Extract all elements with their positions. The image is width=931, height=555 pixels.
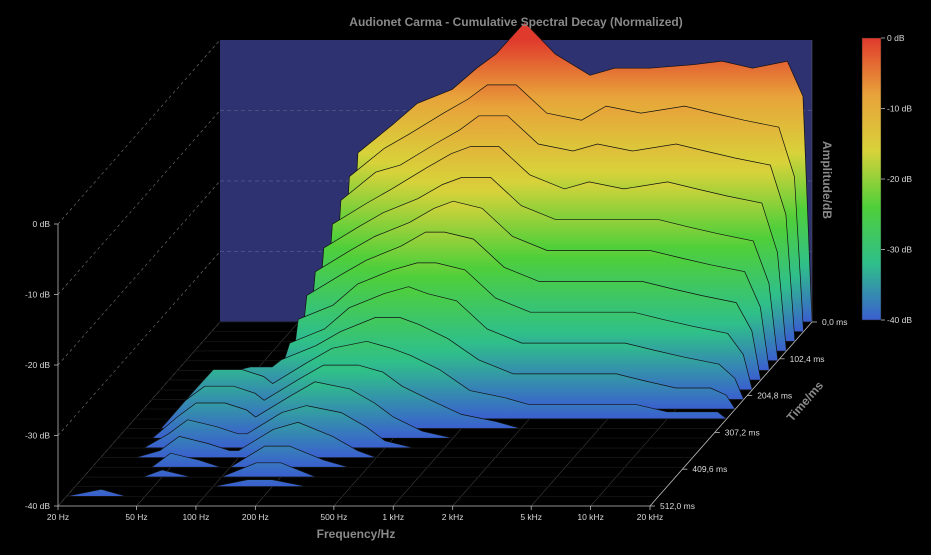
time-axis-title: Time/ms: [784, 378, 827, 424]
time-tick-label: 102,4 ms: [790, 354, 825, 364]
depth-gridline: [57, 39, 221, 225]
decay-slice: [74, 479, 668, 487]
time-tick-label: 0,0 ms: [822, 317, 848, 327]
frequency-tick-label: 200 Hz: [242, 512, 269, 522]
time-tick-label: 307,2 ms: [725, 427, 760, 437]
depth-gridline: [57, 180, 221, 366]
amplitude-tick-label: -20 dB: [25, 360, 50, 370]
frequency-tick-label: 5 kHz: [520, 512, 542, 522]
decay-slice: [100, 421, 693, 458]
time-tick-label: 409,6 ms: [692, 464, 727, 474]
time-tick-label: 204,8 ms: [757, 391, 792, 401]
amplitude-axis-title: Amplitude/dB: [820, 141, 834, 219]
depth-gridline: [57, 251, 221, 436]
frequency-tick-label: 1 kHz: [382, 512, 404, 522]
floor-depthline: [57, 321, 221, 507]
time-tick-label: 512,0 ms: [660, 501, 695, 511]
amplitude-tick-label: -10 dB: [25, 290, 50, 300]
frequency-axis-title: Frequency/Hz: [317, 527, 396, 541]
frequency-tick-label: 100 Hz: [182, 512, 209, 522]
colorbar-label: -10 dB: [887, 104, 912, 114]
depth-gridline: [57, 110, 221, 295]
colorbar-label: -30 dB: [887, 245, 912, 255]
amplitude-tick-label: -30 dB: [25, 431, 50, 441]
frequency-tick-label: 20 kHz: [637, 512, 663, 522]
colorbar-label: -40 dB: [887, 315, 912, 325]
chart-title: Audionet Carma - Cumulative Spectral Dec…: [349, 15, 682, 29]
amplitude-tick-label: 0 dB: [33, 219, 51, 229]
colorbar: [861, 37, 882, 321]
colorbar-label: -20 dB: [887, 174, 912, 184]
decay-slice: [108, 405, 702, 449]
frequency-tick-label: 500 Hz: [320, 512, 347, 522]
colorbar-label: 0 dB: [887, 33, 905, 43]
frequency-tick-label: 10 kHz: [577, 512, 603, 522]
amplitude-tick-label: -40 dB: [25, 501, 50, 511]
decay-slice: [91, 445, 685, 468]
decay-slice: [66, 488, 659, 497]
decay-slice: [83, 462, 676, 478]
frequency-tick-label: 20 Hz: [47, 512, 69, 522]
time-axis-line: [649, 321, 813, 507]
frequency-tick-label: 50 Hz: [125, 512, 147, 522]
frequency-tick-label: 2 kHz: [442, 512, 464, 522]
